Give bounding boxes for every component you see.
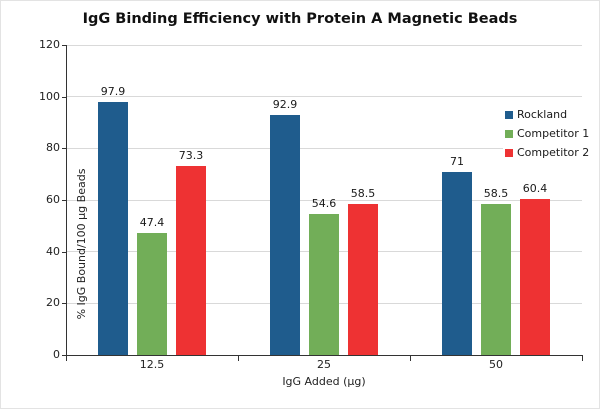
plot-area: 97.9 47.4 73.3 92.9 54.6 58.5 71 58.5 60.4 % IgG… — [66, 44, 582, 355]
y-tick-label-20: 20 — [46, 296, 60, 310]
bar-competitor-2-50 — [520, 198, 550, 355]
y-axis-line — [66, 45, 67, 356]
x-axis-line — [66, 355, 583, 356]
gridline-120 — [66, 44, 582, 46]
y-tick-label-100: 100 — [39, 89, 60, 103]
bar-rockland-12.5 — [98, 102, 128, 355]
y-axis-tick-100 — [62, 96, 66, 98]
y-axis-tick-60 — [62, 200, 66, 201]
bar-value-label: 97.9 — [100, 85, 126, 99]
x-axis-tick-0 — [66, 356, 67, 361]
gridline-60 — [66, 199, 582, 201]
bar-competitor-1-25 — [309, 213, 339, 355]
legend-label: Competitor 1 — [517, 127, 590, 140]
y-axis-tick-120 — [62, 45, 66, 46]
bar-value-label: 73.3 — [178, 148, 204, 162]
bar-value-label: 60.4 — [522, 181, 548, 195]
x-axis-tick-3 — [582, 356, 583, 361]
bar-value-label: 47.4 — [139, 215, 165, 229]
y-tick-label-120: 120 — [39, 38, 60, 51]
chart-title: IgG Binding Efficiency with Protein A Ma… — [82, 11, 518, 27]
legend-swatch-icon — [505, 148, 513, 157]
y-axis-title: % IgG Bound/100 µg Beads — [75, 168, 88, 320]
x-category-label-25: 25 — [317, 358, 331, 371]
bar-competitor-2-25 — [348, 203, 378, 355]
bar-competitor-1-12.5 — [137, 232, 167, 355]
bar-value-label: 71 — [450, 154, 464, 168]
bar-value-label: 58.5 — [350, 186, 376, 200]
legend-label: Rockland — [517, 108, 568, 121]
bar-value-label: 92.9 — [272, 98, 298, 111]
x-category-label-50: 50 — [489, 358, 503, 371]
bar-competitor-1-50 — [481, 203, 511, 355]
gridline-100 — [66, 96, 582, 98]
legend-swatch-icon — [505, 110, 513, 119]
x-axis-title: IgG Added (µg) — [282, 375, 366, 388]
y-axis-tick-40 — [62, 251, 66, 253]
legend-item-rockland: Rockland — [505, 108, 589, 121]
gridline-80 — [66, 147, 582, 149]
legend-item-competitor-1: Competitor 1 — [505, 127, 589, 140]
y-tick-label-0: 0 — [53, 348, 60, 361]
bar-rockland-25 — [270, 115, 300, 355]
y-tick-label-80: 80 — [46, 141, 60, 155]
y-tick-label-40: 40 — [46, 244, 60, 258]
legend: Rockland Competitor 1 Competitor 2 — [503, 107, 592, 166]
bar-value-label: 54.6 — [311, 196, 337, 210]
bar-value-label: 58.5 — [483, 186, 509, 200]
x-axis-tick-1 — [238, 356, 239, 361]
legend-item-competitor-2: Competitor 2 — [505, 146, 589, 159]
y-axis-tick-80 — [62, 148, 66, 150]
legend-label: Competitor 2 — [517, 146, 590, 159]
y-axis-tick-20 — [62, 303, 66, 305]
bar-competitor-2-12.5 — [176, 165, 206, 355]
y-tick-label-60: 60 — [46, 193, 60, 206]
legend-swatch-icon — [505, 129, 513, 138]
y-axis-tick-0 — [62, 355, 66, 356]
x-axis-tick-2 — [410, 356, 411, 361]
x-category-label-12.5: 12.5 — [139, 358, 165, 371]
bar-rockland-50 — [442, 171, 472, 355]
